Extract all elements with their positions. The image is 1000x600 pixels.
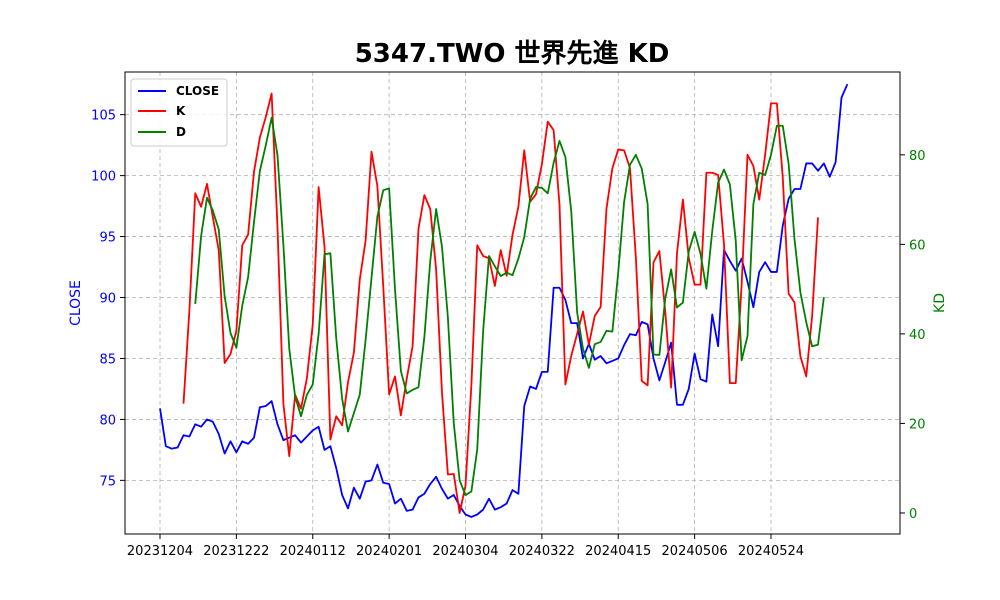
series-line-k: [182, 92, 819, 514]
x-tick-label: 20240415: [585, 544, 651, 559]
series-line-d: [194, 116, 825, 496]
y-axis-left-label: CLOSE: [68, 280, 84, 326]
y-left-tick-label: 90: [99, 292, 116, 307]
legend-box: [130, 78, 228, 147]
y-axis-right-label: KD: [932, 293, 948, 313]
x-tick-label: 20240112: [280, 544, 346, 559]
x-axis: 20231204 20231222 20240112 20240201 20240304…: [127, 534, 804, 559]
legend: CLOSE K D: [130, 78, 228, 147]
series-layer: [159, 83, 849, 518]
y-left-tick-label: 75: [99, 474, 116, 489]
y-left-tick-label: 85: [99, 352, 116, 367]
legend-label-close: CLOSE: [176, 84, 219, 98]
plot-frame: [124, 71, 901, 535]
x-tick-label: 20240524: [738, 544, 804, 559]
y-left-tick-label: 105: [91, 109, 116, 124]
y-right-tick-label: 20: [909, 417, 926, 432]
x-tick-label: 20240322: [509, 544, 575, 559]
y-right-tick-label: 60: [909, 238, 926, 253]
x-tick-label: 20240201: [356, 544, 422, 559]
x-tick-label: 20231222: [203, 544, 269, 559]
x-tick-label: 20240506: [662, 544, 728, 559]
y-right-tick-label: 40: [909, 328, 926, 343]
legend-label-k: K: [176, 104, 186, 118]
y-left-tick-label: 80: [99, 413, 116, 428]
y-left-tick-label: 95: [99, 231, 116, 246]
chart-title: 5347.TWO 世界先進 KD: [355, 39, 670, 69]
legend-label-d: D: [176, 125, 186, 139]
x-tick-label: 20240304: [432, 544, 498, 559]
x-tick-label: 20231204: [127, 544, 193, 559]
y-right-tick-label: 0: [909, 507, 917, 522]
series-line-close: [159, 83, 849, 518]
y-axis-left: 75 80 85 90 95 100 105: [91, 109, 125, 489]
y-right-tick-label: 80: [909, 149, 926, 164]
y-axis-right: 0 20 40 60 80: [900, 149, 926, 522]
y-left-tick-label: 100: [91, 170, 116, 185]
